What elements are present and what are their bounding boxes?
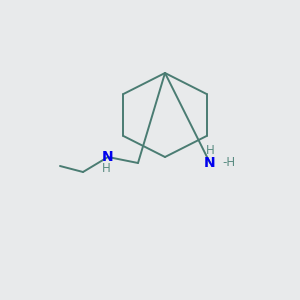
Text: -H: -H bbox=[222, 157, 235, 169]
Text: N: N bbox=[204, 156, 216, 170]
Text: N: N bbox=[102, 150, 114, 164]
Text: H: H bbox=[102, 163, 110, 176]
Text: H: H bbox=[206, 145, 214, 158]
